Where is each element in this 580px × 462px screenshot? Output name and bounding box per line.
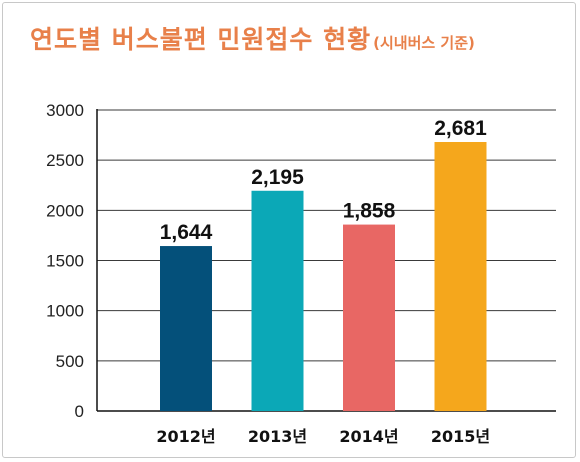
y-tick-label: 500	[56, 352, 84, 371]
data-label: 1,858	[343, 200, 396, 223]
data-label: 1,644	[160, 221, 213, 244]
bar	[343, 224, 395, 411]
y-tick-label: 1500	[46, 252, 84, 271]
x-tick-label: 2015년	[431, 427, 490, 446]
y-tick-label: 1000	[46, 302, 84, 321]
data-label: 2,195	[251, 166, 304, 189]
x-tick-label: 2013년	[248, 427, 307, 446]
chart-title: 연도별 버스불편 민원접수 현황	[30, 25, 372, 54]
y-tick-label: 0	[75, 402, 84, 421]
x-tick-label: 2012년	[156, 427, 215, 446]
chart-title-block: 연도별 버스불편 민원접수 현황 (시내버스 기준)	[30, 20, 475, 56]
bar	[434, 142, 487, 411]
chart-subtitle: (시내버스 기준)	[373, 34, 475, 52]
bar	[160, 246, 212, 411]
y-tick-label: 2500	[46, 151, 84, 170]
bar	[251, 190, 304, 411]
x-tick-label: 2014년	[339, 427, 398, 446]
y-tick-label: 3000	[46, 101, 84, 120]
y-tick-label: 2000	[46, 201, 84, 220]
data-label: 2,681	[434, 117, 487, 140]
